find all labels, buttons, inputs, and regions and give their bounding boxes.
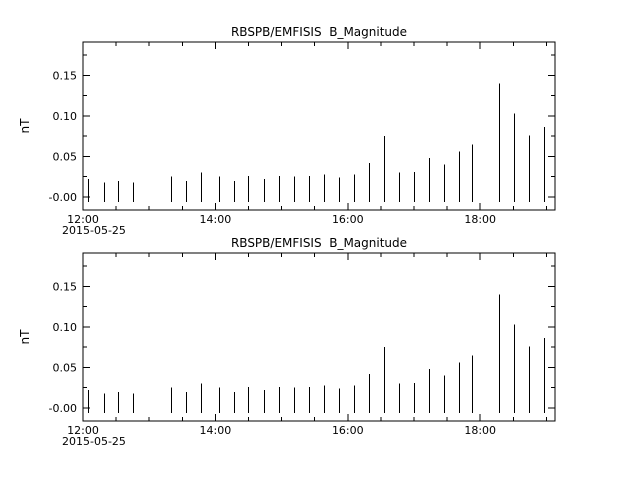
plot1-title: RBSPB/EMFISIS B_Magnitude <box>230 25 408 39</box>
x-tick-label: 14:00 <box>200 213 232 226</box>
y-tick-label: 0.05 <box>53 150 78 163</box>
panel-1: 12:00 14:00 16:00 18:00 -0.00 0.05 0.10 0.15 <box>49 41 556 226</box>
y-tick-label: 0.10 <box>53 110 78 123</box>
x-tick-label: 18:00 <box>464 213 496 226</box>
plot2-y-axis-label: nT <box>18 329 32 345</box>
plot2-date-label: 2015-05-25 <box>62 435 126 448</box>
y-tick-label: 0.15 <box>53 69 78 82</box>
x-tick-label: 12:00 <box>67 213 99 226</box>
plot2-title: RBSPB/EMFISIS B_Magnitude <box>230 236 408 250</box>
series-b-magnitude-spikes <box>88 83 545 202</box>
plot1-y-axis-label: nT <box>18 118 32 134</box>
series-b-magnitude-spikes <box>88 294 545 413</box>
y-tick-label: 0.10 <box>53 321 78 334</box>
plot-frame <box>82 252 556 422</box>
y-tick-label: 0.05 <box>53 361 78 374</box>
y-tick-label: -0.00 <box>49 402 77 415</box>
x-tick-label: 18:00 <box>464 424 496 437</box>
plot-frame <box>82 41 556 211</box>
y-tick-label: 0.15 <box>53 280 78 293</box>
x-tick-label: 16:00 <box>332 213 364 226</box>
panel-2: 12:00 14:00 16:00 18:00 -0.00 0.05 0.10 0.15 <box>49 252 556 437</box>
x-tick-label: 14:00 <box>200 424 232 437</box>
x-tick-label: 12:00 <box>67 424 99 437</box>
y-tick-label: -0.00 <box>49 191 77 204</box>
plot1-date-label: 2015-05-25 <box>62 224 126 237</box>
x-tick-label: 16:00 <box>332 424 364 437</box>
